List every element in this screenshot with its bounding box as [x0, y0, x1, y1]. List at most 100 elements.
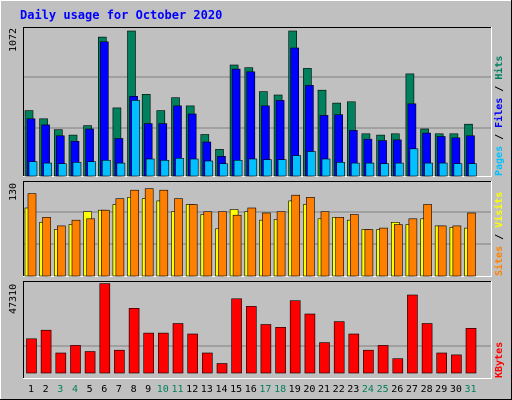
legend-pages: Pages	[494, 146, 505, 176]
bar-kbytes	[128, 307, 140, 374]
bar-kbytes	[363, 349, 374, 374]
bar-kbytes	[55, 352, 67, 374]
x-tick-label: 20	[303, 384, 315, 395]
legend-visits: Visits	[493, 192, 505, 228]
legend-files: Files	[493, 98, 505, 128]
bar-kbytes	[158, 332, 169, 374]
bar-kbytes	[231, 298, 242, 374]
x-tick-label: 5	[87, 384, 93, 395]
bar-sites	[144, 188, 154, 277]
legend-kbytes: KBytes	[494, 342, 505, 378]
bar-kbytes	[84, 351, 96, 374]
bar-sites	[115, 198, 125, 277]
x-tick-label: 28	[421, 384, 433, 395]
bar-pages	[145, 158, 155, 177]
bar-kbytes	[392, 358, 404, 374]
bar-pages	[189, 158, 199, 177]
y-max-label-kbytes: 47310	[8, 284, 19, 314]
bar-sites	[276, 211, 286, 277]
bar-sites	[437, 225, 447, 277]
x-tick-label: 9	[145, 384, 151, 395]
bar-sites	[174, 198, 183, 277]
bar-files	[231, 68, 241, 177]
bar-kbytes	[289, 300, 301, 374]
bar-kbytes	[465, 327, 477, 374]
bar-pages	[102, 160, 111, 177]
bar-sites	[203, 211, 213, 277]
bar-kbytes	[216, 363, 228, 374]
x-tick-label: 31	[464, 384, 476, 395]
x-tick-label: 26	[391, 384, 403, 395]
bar-pages	[277, 159, 287, 177]
x-tick-label: 30	[450, 384, 462, 395]
bar-pages	[160, 160, 170, 177]
bar-sites	[247, 207, 257, 277]
x-tick-label: 25	[377, 384, 389, 395]
x-tick-label: 3	[57, 384, 63, 395]
x-tick-label: 27	[406, 384, 418, 395]
bar-sites	[42, 217, 51, 277]
bar-kbytes	[377, 345, 389, 374]
bar-pages	[175, 158, 184, 177]
bar-pages	[263, 159, 272, 177]
bar-pages	[292, 155, 302, 177]
bar-sites	[320, 211, 330, 277]
x-tick-label: 1	[28, 384, 34, 395]
x-tick-label: 22	[333, 384, 345, 395]
x-tick-label: 29	[435, 384, 447, 395]
bar-sites	[27, 193, 37, 277]
bar-pages	[28, 161, 38, 177]
x-tick-label: 11	[171, 384, 183, 395]
bar-kbytes	[304, 313, 316, 374]
bar-kbytes	[348, 333, 360, 374]
chart-marks	[24, 30, 491, 374]
bar-kbytes	[260, 324, 272, 374]
bar-pages	[219, 163, 228, 177]
bar-pages	[307, 151, 316, 177]
bar-pages	[424, 162, 433, 177]
x-tick-label: 18	[274, 384, 286, 395]
bar-sites	[291, 194, 301, 277]
legend-separator: /	[494, 80, 505, 98]
x-tick-label: 6	[101, 384, 107, 395]
bar-sites	[408, 218, 418, 277]
bar-pages	[57, 163, 67, 177]
bar-sites	[188, 204, 198, 277]
bar-kbytes	[436, 352, 448, 374]
bar-kbytes	[451, 354, 462, 374]
x-tick-label: 16	[245, 384, 257, 395]
x-tick-label: 14	[215, 384, 227, 395]
y-max-label-hits: 1072	[8, 28, 19, 52]
bar-kbytes	[275, 326, 286, 374]
bar-pages	[87, 161, 96, 177]
x-tick-label: 7	[116, 384, 122, 395]
bar-sites	[335, 217, 345, 277]
bar-pages	[365, 162, 375, 177]
x-tick-label: 12	[186, 384, 198, 395]
bar-sites	[262, 212, 271, 277]
bar-pages	[204, 160, 214, 177]
y-max-label-sites: 130	[8, 183, 19, 201]
x-tick-label: 8	[131, 384, 137, 395]
bar-sites	[101, 209, 110, 277]
legend-sites: Sites	[493, 246, 505, 276]
bar-sites	[452, 225, 462, 277]
legend-sites-visits: Sites / Visits	[493, 192, 505, 276]
bar-kbytes	[143, 332, 154, 374]
x-tick-label: 23	[347, 384, 359, 395]
x-tick-label: 4	[72, 384, 78, 395]
bar-sites	[218, 211, 227, 277]
bar-kbytes	[407, 294, 418, 374]
bar-kbytes	[70, 345, 81, 374]
bar-pages	[350, 162, 360, 177]
bar-kbytes	[114, 349, 125, 374]
bar-pages	[72, 162, 82, 177]
legend-separator: /	[494, 228, 505, 246]
bar-sites	[306, 197, 315, 277]
bar-pages	[409, 148, 419, 177]
bar-kbytes	[319, 342, 330, 374]
x-tick-label: 17	[259, 384, 271, 395]
x-tick-label: 13	[201, 384, 213, 395]
bar-pages	[248, 158, 258, 177]
bar-sites	[71, 219, 81, 277]
